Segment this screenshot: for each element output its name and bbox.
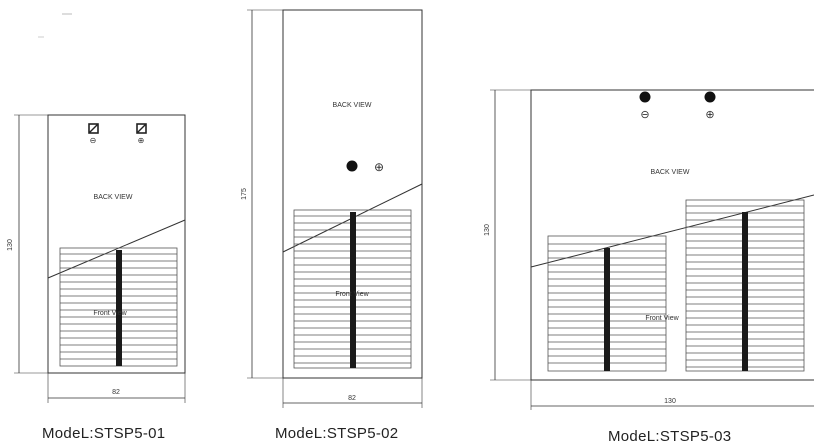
panel-3-outline	[530, 89, 814, 381]
panel-3-center-bar-left	[604, 248, 610, 371]
panel-1-outline	[47, 114, 186, 374]
panel-1-terminal-left-icon	[88, 123, 99, 134]
panel-3-width-dim: 130	[664, 398, 676, 405]
panel-2-back-view-label: BACK VIEW	[333, 102, 372, 109]
panel-2-outline	[282, 9, 423, 379]
panel-stsp5-02: ⊕ BACK VIEW Front View 175 82	[241, 9, 423, 408]
panel-1-terminal-right-slash	[136, 123, 147, 134]
panel-3-terminal-right-dot-icon	[704, 91, 716, 103]
panel-2-width-dim: 82	[348, 395, 356, 402]
panel-2-center-bar	[350, 212, 356, 368]
panel-stsp5-03: ⊖ ⊕ BACK VIEW Front View 130 130	[484, 89, 814, 410]
panel-1-terminal-left-slash	[88, 123, 99, 134]
panel-1-terminal-right-label: ⊕	[138, 136, 145, 145]
panel-2-terminal-right-label: ⊕	[374, 160, 384, 174]
model-caption-stsp5-01: ModeL:STSP5-01	[42, 425, 166, 442]
model-caption-stsp5-03: ModeL:STSP5-03	[608, 428, 732, 445]
panel-1-terminal-right-icon	[136, 123, 147, 134]
panel-1-terminal-left-label: ⊖	[90, 136, 97, 145]
panel-1-height-dim: 130	[7, 239, 14, 251]
panel-2-front-view-label: Front View	[335, 291, 369, 298]
panel-3-height-dim: 130	[484, 224, 491, 236]
model-caption-stsp5-02: ModeL:STSP5-02	[275, 425, 399, 442]
panel-1-front-view-label: Front View	[93, 310, 127, 317]
panel-1-center-bar	[116, 250, 122, 366]
panel-1-width-dim: 82	[112, 389, 120, 396]
panel-2-height-dim: 175	[241, 188, 248, 200]
panel-3-terminal-right-label: ⊕	[705, 109, 714, 121]
panel-1-back-view-label: BACK VIEW	[94, 194, 133, 201]
panel-3-terminal-left-label: ⊖	[640, 109, 649, 121]
panel-2-terminal-dot-icon	[346, 160, 358, 172]
panel-3-diagonal	[530, 194, 814, 268]
panel-3-back-view-label: BACK VIEW	[651, 169, 690, 176]
panel-3-center-bar-right	[742, 212, 748, 371]
panel-stsp5-01: ⊖ ⊕ BACK VIEW Front View 130 82	[7, 114, 186, 403]
panel-3-front-view-label: Front View	[645, 315, 679, 322]
panel-3-terminal-left-dot-icon	[639, 91, 651, 103]
